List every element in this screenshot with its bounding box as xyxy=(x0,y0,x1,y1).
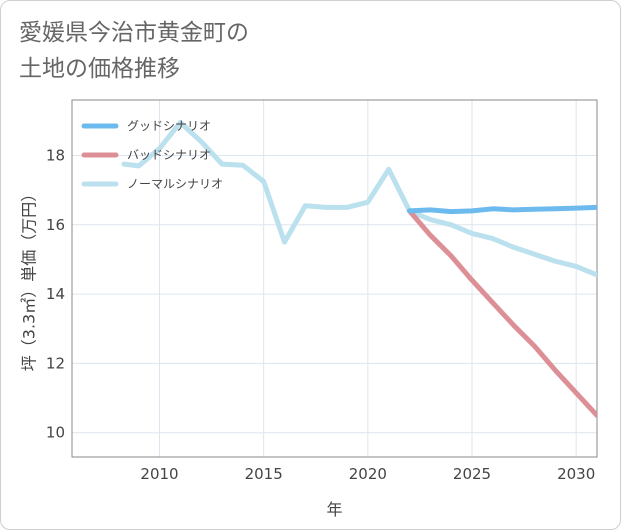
y-tick-label: 12 xyxy=(46,354,65,372)
x-tick-labels: 2010 2015 2020 2025 2030 xyxy=(140,465,595,483)
y-tick-labels: 10 12 14 16 18 xyxy=(46,146,65,441)
plot-frame xyxy=(71,99,598,458)
series-lines xyxy=(121,120,597,418)
series-line-1 xyxy=(407,208,597,418)
x-tick-label: 2030 xyxy=(557,465,595,483)
x-tick-label: 2020 xyxy=(349,465,387,483)
x-tick-label: 2015 xyxy=(245,465,283,483)
y-tick-label: 18 xyxy=(46,146,65,164)
x-tick-label: 2025 xyxy=(453,465,491,483)
y-tick-label: 16 xyxy=(46,216,65,234)
series-line-0 xyxy=(407,204,597,215)
x-axis-label: 年 xyxy=(326,500,342,519)
chart-title-line-2: 土地の価格推移 xyxy=(19,56,180,82)
y-tick-label: 14 xyxy=(46,285,65,303)
legend-label-0: グッドシナリオ xyxy=(127,119,211,133)
y-axis-label: 坪（3.3㎡）単価（万円） xyxy=(20,186,39,371)
y-tick-label: 10 xyxy=(46,424,65,442)
chart-title-line-1: 愛媛県今治市黄金町の xyxy=(19,20,249,46)
legend-label-2: ノーマルシナリオ xyxy=(127,177,223,191)
x-tick-label: 2010 xyxy=(140,465,178,483)
series-line-2 xyxy=(121,120,597,278)
legend-label-1: バッドシナリオ xyxy=(127,148,211,162)
chart-title: 愛媛県今治市黄金町の 土地の価格推移 xyxy=(19,15,249,87)
